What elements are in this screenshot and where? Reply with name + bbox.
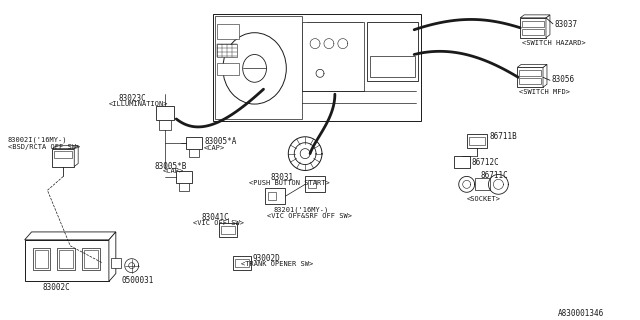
Bar [522,21,544,27]
Text: 83031: 83031 [271,173,294,182]
Ellipse shape [243,54,266,82]
Bar [367,22,418,81]
Bar [517,68,543,87]
Bar [33,248,51,269]
Polygon shape [109,232,116,282]
Bar [307,22,362,60]
Bar [268,192,276,200]
Text: 83002I('16MY-): 83002I('16MY-) [8,137,67,143]
Text: <BSD/RCTA OFF SW>: <BSD/RCTA OFF SW> [8,144,80,150]
Text: <SWITCH MFD>: <SWITCH MFD> [519,89,570,95]
Bar [233,256,251,269]
Bar [235,259,248,267]
Bar [467,134,486,148]
Bar [179,183,189,191]
Bar [213,14,421,121]
Bar [217,24,239,39]
Text: 93002D: 93002D [253,254,280,263]
Text: <SOCKET>: <SOCKET> [467,196,500,202]
Bar [468,137,484,145]
Bar [522,29,544,35]
Bar [215,16,302,119]
Bar [52,149,74,166]
Text: 86711B: 86711B [490,132,517,141]
Bar [60,250,73,268]
Text: <VIC OFF&SRF OFF SW>: <VIC OFF&SRF OFF SW> [268,213,353,219]
Bar [219,223,237,237]
Text: <PUSH BUTTON START>: <PUSH BUTTON START> [248,180,330,186]
Bar [305,176,325,192]
Bar [475,179,490,190]
Text: 86711C: 86711C [481,172,508,180]
Text: <ILLUMINATION>: <ILLUMINATION> [109,101,168,107]
Bar [369,55,415,77]
Bar [82,248,100,269]
Text: <CAP>: <CAP> [204,145,225,151]
Ellipse shape [223,33,286,104]
Text: <TRANK OPENER SW>: <TRANK OPENER SW> [241,261,313,267]
Polygon shape [543,64,547,87]
Polygon shape [517,64,547,68]
Text: <SWITCH HAZARD>: <SWITCH HAZARD> [522,40,586,46]
Bar [519,78,541,84]
Bar [58,248,75,269]
Bar [111,258,121,268]
Bar [156,106,174,120]
Bar [454,156,470,167]
Text: 83005*A: 83005*A [204,137,236,146]
Bar [302,22,364,91]
Text: 83037: 83037 [555,20,578,29]
Bar [520,18,546,38]
Text: 83023C: 83023C [119,94,147,103]
Bar [221,226,235,234]
Polygon shape [25,240,109,282]
Text: <CAP>: <CAP> [163,169,184,174]
Bar [308,180,316,188]
Polygon shape [520,15,550,18]
Polygon shape [25,232,116,240]
Text: 83056: 83056 [552,75,575,84]
Bar [159,120,172,130]
Bar [186,137,202,149]
Polygon shape [52,146,78,149]
Text: 83005*B: 83005*B [154,162,187,171]
Bar [519,70,541,76]
Bar [217,63,239,75]
Text: 83201('16MY-): 83201('16MY-) [273,206,329,213]
Text: <VIC OFF SW>: <VIC OFF SW> [193,220,244,226]
Bar [217,44,237,58]
Bar [266,188,285,204]
Polygon shape [74,146,78,166]
Bar [189,149,199,156]
Text: 83041C: 83041C [201,213,229,222]
Text: 0500031: 0500031 [122,276,154,284]
Text: A830001346: A830001346 [558,309,604,318]
Polygon shape [546,15,550,38]
Bar [84,250,98,268]
Text: 86712C: 86712C [472,157,499,167]
Text: 83002C: 83002C [42,284,70,292]
Bar [54,151,72,157]
Bar [176,172,192,183]
Bar [310,26,358,36]
Bar [35,250,49,268]
